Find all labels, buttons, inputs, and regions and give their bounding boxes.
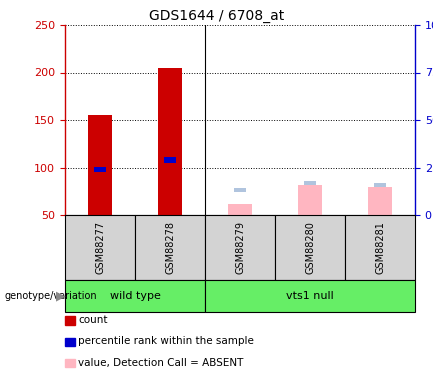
Bar xyxy=(228,204,252,215)
Bar xyxy=(65,215,135,280)
Text: genotype/variation: genotype/variation xyxy=(4,291,97,301)
Bar xyxy=(275,215,345,280)
Bar xyxy=(304,181,316,184)
Text: wild type: wild type xyxy=(110,291,161,301)
Bar xyxy=(345,215,415,280)
Text: GSM88280: GSM88280 xyxy=(305,221,315,274)
Text: count: count xyxy=(78,315,107,325)
Bar xyxy=(298,184,322,215)
Bar xyxy=(205,280,415,312)
Bar xyxy=(374,183,386,186)
Text: vts1 null: vts1 null xyxy=(286,291,334,301)
Text: GSM88281: GSM88281 xyxy=(375,221,385,274)
Text: percentile rank within the sample: percentile rank within the sample xyxy=(78,336,254,346)
Bar xyxy=(158,68,182,215)
Text: GSM88279: GSM88279 xyxy=(235,221,245,274)
Bar xyxy=(205,215,275,280)
Text: GSM88278: GSM88278 xyxy=(165,221,175,274)
Bar xyxy=(135,215,205,280)
Text: GSM88277: GSM88277 xyxy=(95,221,105,274)
Text: value, Detection Call = ABSENT: value, Detection Call = ABSENT xyxy=(78,358,243,368)
Bar xyxy=(234,188,246,192)
Bar xyxy=(88,115,112,215)
Text: ▶: ▶ xyxy=(56,290,66,303)
Text: GDS1644 / 6708_at: GDS1644 / 6708_at xyxy=(149,9,284,23)
Bar xyxy=(368,186,392,215)
Bar xyxy=(65,280,205,312)
Bar xyxy=(94,166,106,172)
Bar xyxy=(164,157,176,163)
